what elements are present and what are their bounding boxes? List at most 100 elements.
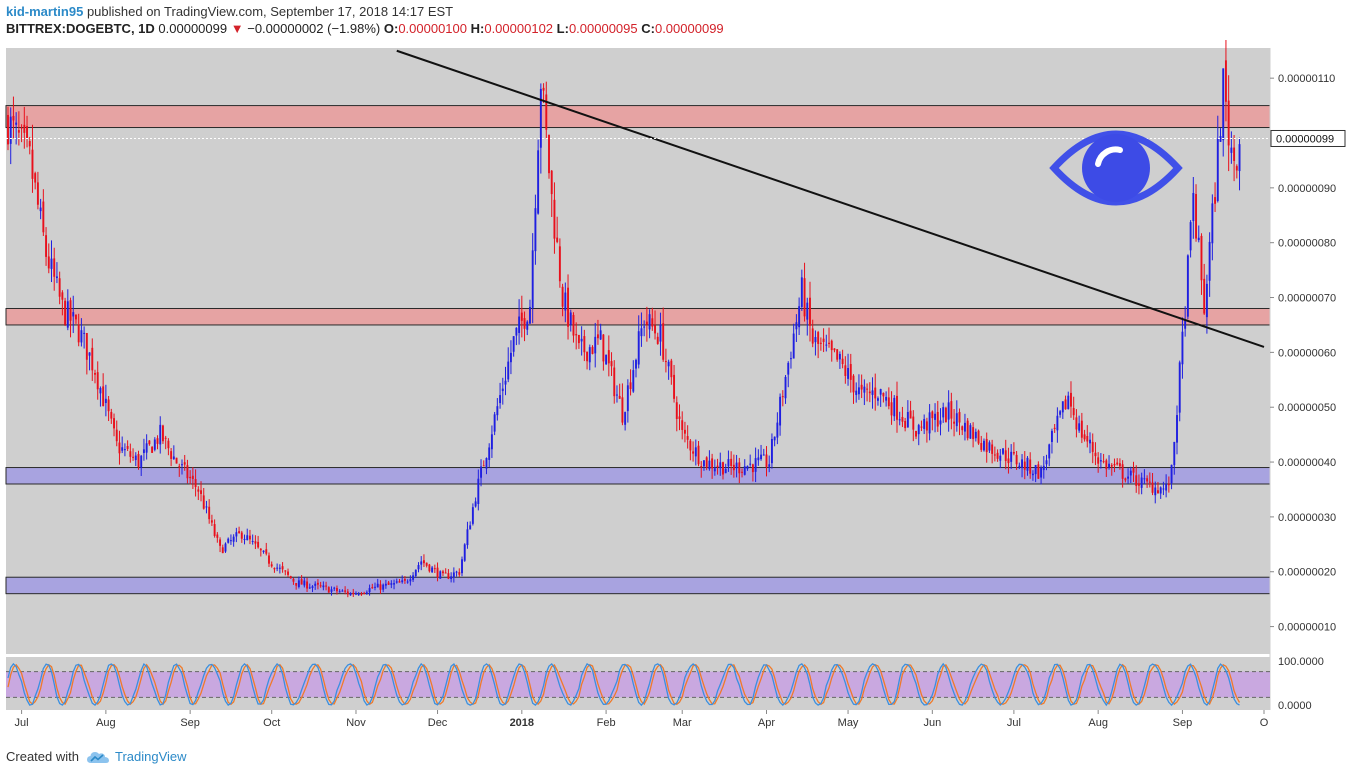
- candle-body: [403, 578, 406, 581]
- candle-body: [531, 250, 534, 308]
- candle-body: [1157, 490, 1159, 494]
- candle-body: [1113, 463, 1116, 466]
- candle-body: [915, 430, 917, 437]
- candle-body: [297, 580, 300, 587]
- candle-body: [637, 331, 640, 365]
- footer: Created with TradingView: [6, 749, 187, 764]
- candle-body: [1146, 478, 1149, 482]
- candle-body: [594, 336, 597, 354]
- candle-body: [338, 591, 341, 593]
- candle-body: [648, 314, 651, 330]
- candle-body: [28, 141, 31, 147]
- candle-body: [583, 336, 586, 353]
- candle-body: [246, 535, 249, 541]
- candle-body: [278, 567, 281, 569]
- candle-body: [607, 350, 610, 364]
- candle-body: [442, 571, 444, 574]
- candle-body: [151, 446, 154, 453]
- candle-body: [251, 540, 254, 542]
- candle-body: [458, 572, 461, 575]
- candle-body: [1148, 481, 1151, 483]
- candle-body: [333, 587, 336, 589]
- candle-body: [558, 246, 561, 282]
- candle-body: [224, 543, 227, 552]
- candle-body: [401, 580, 404, 583]
- x-tick-label: Nov: [346, 717, 366, 729]
- eye-icon: [1049, 130, 1183, 206]
- candle-body: [1224, 60, 1227, 102]
- candle-body: [58, 278, 61, 297]
- candle-body: [754, 458, 757, 472]
- candle-body: [466, 529, 469, 546]
- candle-body: [1219, 135, 1222, 142]
- candle-body: [501, 388, 504, 392]
- candle-body: [1040, 467, 1043, 478]
- tradingview-link[interactable]: TradingView: [114, 749, 187, 764]
- candle-body: [1118, 463, 1121, 467]
- candle-body: [499, 395, 502, 404]
- candle-body: [189, 476, 192, 479]
- candle-body: [925, 421, 928, 431]
- candle-body: [708, 460, 711, 470]
- candle-body: [1108, 463, 1110, 468]
- y-tick-label: 0.00000110: [1278, 73, 1335, 85]
- candle-body: [917, 425, 920, 435]
- candle-body: [1023, 461, 1026, 470]
- candle-body: [360, 593, 363, 595]
- x-tick-label: Sep: [1173, 717, 1193, 729]
- x-tick-label: Apr: [758, 717, 775, 729]
- candle-body: [1170, 464, 1173, 484]
- candle-body: [664, 361, 667, 363]
- candle-body: [732, 464, 735, 471]
- candle-body: [1181, 331, 1184, 365]
- candle-body: [216, 534, 219, 538]
- candle-body: [526, 321, 529, 330]
- candle-body: [1132, 468, 1135, 473]
- candle-body: [705, 457, 708, 468]
- candle-body: [838, 353, 841, 360]
- candle-body: [743, 466, 746, 475]
- candle-body: [504, 380, 507, 385]
- candle-body: [958, 412, 961, 423]
- candle-body: [746, 465, 749, 469]
- candle-body: [455, 571, 458, 573]
- candle-body: [409, 579, 412, 582]
- candle-body: [327, 587, 330, 593]
- candle-body: [319, 585, 322, 587]
- candle-body: [72, 312, 75, 317]
- candle-body: [683, 429, 686, 434]
- candle-body: [7, 114, 9, 145]
- price-chart[interactable]: 0.00000110 0.00000090 0.00000080 0.00000070…: [0, 40, 1348, 745]
- candle-body: [107, 399, 110, 412]
- candle-body: [433, 568, 436, 570]
- candle-body: [901, 416, 904, 422]
- candle-body: [1189, 222, 1192, 251]
- candle-body: [830, 340, 833, 351]
- candle-body: [656, 336, 659, 344]
- candle-body: [200, 490, 202, 494]
- candle-body: [534, 208, 537, 252]
- candle-body: [520, 312, 523, 321]
- candle-body: [422, 560, 425, 564]
- candle-body: [140, 455, 143, 468]
- candle-body: [1176, 415, 1178, 443]
- candle-body: [191, 475, 194, 479]
- candle-body: [1135, 475, 1138, 486]
- symbol-label[interactable]: BITTREX:DOGEBTC, 1D: [6, 21, 155, 36]
- candle-body: [181, 464, 183, 466]
- y-tick-label: 0.00000030: [1278, 512, 1336, 524]
- author-link[interactable]: kid-martin95: [6, 4, 84, 19]
- candle-body: [66, 301, 69, 328]
- candle-body: [572, 314, 575, 336]
- candle-body: [591, 346, 594, 354]
- candle-body: [806, 302, 809, 320]
- x-tick-label: Dec: [428, 717, 448, 729]
- x-tick-label: Jun: [923, 717, 941, 729]
- candle-body: [1211, 203, 1214, 244]
- candle-body: [776, 422, 779, 438]
- candle-body: [164, 437, 167, 439]
- candle-body: [860, 384, 863, 390]
- candle-body: [1091, 441, 1094, 452]
- candle-body: [335, 588, 338, 592]
- candle-body: [673, 374, 676, 399]
